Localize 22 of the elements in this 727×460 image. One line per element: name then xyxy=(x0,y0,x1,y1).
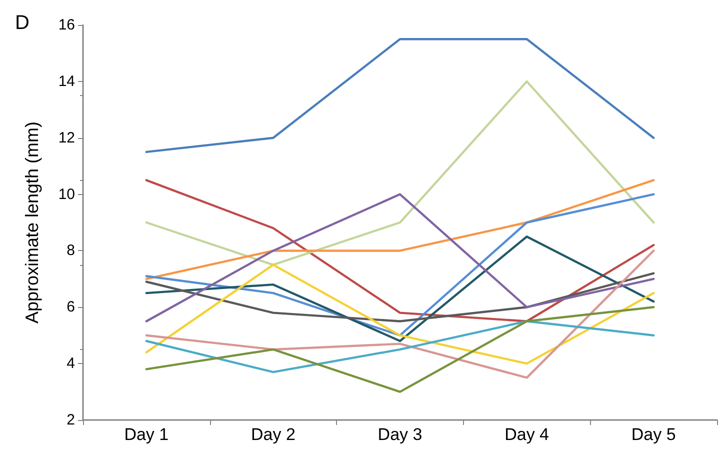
line-series xyxy=(145,236,655,342)
line-series xyxy=(145,264,655,365)
x-tick-label: Day 3 xyxy=(378,425,422,444)
x-tick-label: Day 1 xyxy=(124,425,169,444)
y-tick-label: 16 xyxy=(58,16,75,34)
y-tick-label: 14 xyxy=(58,72,75,90)
y-tick-label: 12 xyxy=(58,129,75,146)
x-tick-label: Day 5 xyxy=(631,425,676,444)
y-tick-label: 6 xyxy=(66,298,75,316)
y-tick-label: 8 xyxy=(66,242,75,260)
line-series xyxy=(145,272,655,322)
line-series xyxy=(145,320,655,374)
y-tick-label: 10 xyxy=(58,186,75,203)
line-series xyxy=(145,306,655,393)
chart-title: D xyxy=(15,12,30,34)
line-series xyxy=(145,250,655,379)
y-tick-label: 4 xyxy=(66,355,75,372)
x-tick-label: Day 2 xyxy=(250,425,296,444)
line-series xyxy=(145,179,655,280)
x-tick-label: Day 4 xyxy=(504,425,550,444)
y-tick-label: 2 xyxy=(66,412,75,428)
y-axis-title: Approximate length (mm) xyxy=(22,121,42,324)
